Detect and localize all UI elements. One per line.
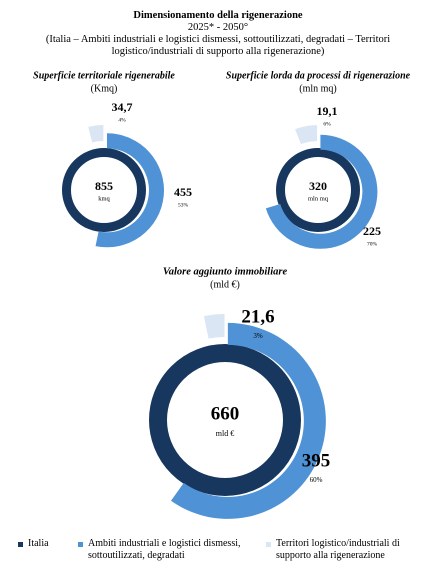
segment-value: 21,6 (241, 306, 274, 327)
chart-unit: (mld €) (210, 279, 240, 290)
legend-label: Italia (28, 538, 49, 549)
legend-label: Ambiti industriali e logistici dismessi,… (88, 538, 241, 561)
legend-item: Ambiti industriali e logistici dismessi,… (78, 538, 258, 562)
chart-unit: (Kmq) (91, 83, 118, 94)
segment-share: 60% (310, 476, 323, 484)
segment-arc (88, 125, 104, 143)
total-value: 855 (95, 179, 113, 193)
legend-swatch (266, 542, 271, 547)
subtitle: 2025* - 2050° (187, 22, 249, 33)
total-unit: mld € (216, 429, 234, 438)
segment-share: 53% (178, 202, 189, 208)
segment-value: 455 (174, 185, 192, 199)
segment-arc (203, 314, 225, 339)
total-ring (276, 148, 360, 232)
note: (Italia – Ambiti industriali e logistici… (45, 34, 391, 57)
segment-arc (171, 322, 326, 519)
legend-label: Territori logistico/industriali di suppo… (276, 538, 400, 561)
page-title: Dimensionamento della rigenerazione (133, 10, 303, 21)
total-ring (62, 148, 146, 232)
segment-value: 19,1 (317, 104, 338, 118)
segment-value: 225 (363, 224, 381, 238)
segment-share: 4% (118, 117, 126, 123)
segment-arc (95, 133, 164, 248)
segment-value: 395 (302, 450, 331, 471)
legend-swatch (78, 542, 83, 547)
segment-arc (295, 125, 318, 145)
segment-share: 3% (253, 332, 263, 340)
legend-item: Territori logistico/industriali di suppo… (266, 538, 426, 562)
chart-unit: (mln mq) (299, 83, 337, 94)
total-unit: kmq (98, 195, 110, 202)
legend-swatch (18, 542, 23, 547)
segment-share: 6% (323, 121, 331, 127)
chart-title: Valore aggiunto immobiliare (163, 266, 288, 277)
chart-title: Superficie lorda da processi di rigenera… (226, 70, 411, 81)
total-ring (149, 344, 301, 496)
chart-title: Superficie territoriale rigenerabile (33, 70, 175, 81)
legend-item: Italia (18, 538, 73, 550)
segment-share: 70% (367, 241, 378, 247)
total-unit: mln mq (308, 195, 329, 202)
total-value: 320 (309, 179, 327, 193)
segment-value: 34,7 (112, 100, 133, 114)
total-value: 660 (211, 404, 240, 425)
